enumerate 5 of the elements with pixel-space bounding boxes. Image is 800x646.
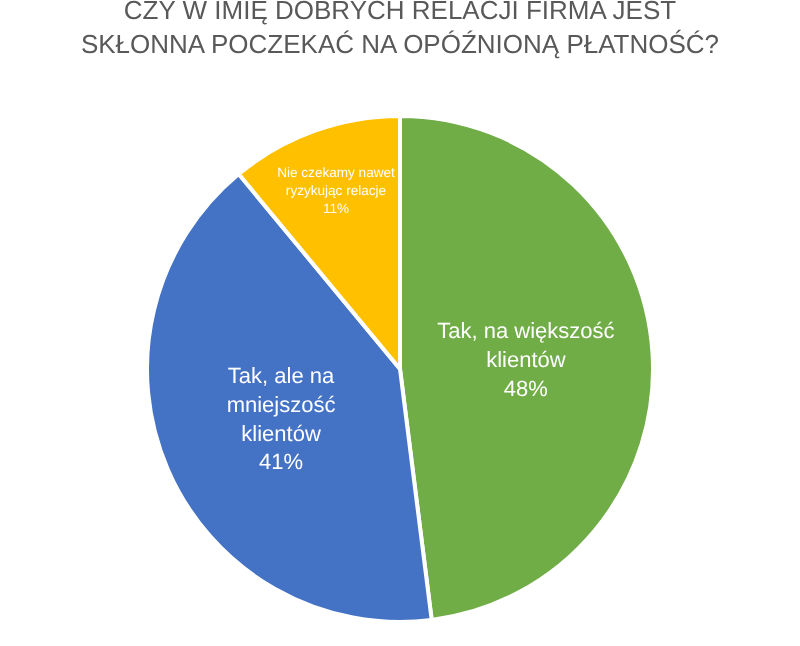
data-label: 48% (503, 377, 549, 402)
slice-label: Tak, na większość klientów (437, 320, 616, 374)
chart-title: CZY W IMIĘ DOBRYCH RELACJI FIRMA JEST SKŁONNA POCZEKAĆ NA OPÓŹNIONĄ PŁATNOŚĆ? (80, 0, 720, 60)
data-label: 41% (259, 451, 304, 476)
slice-label: Tak, ale na mniejszość klientów (226, 365, 337, 447)
